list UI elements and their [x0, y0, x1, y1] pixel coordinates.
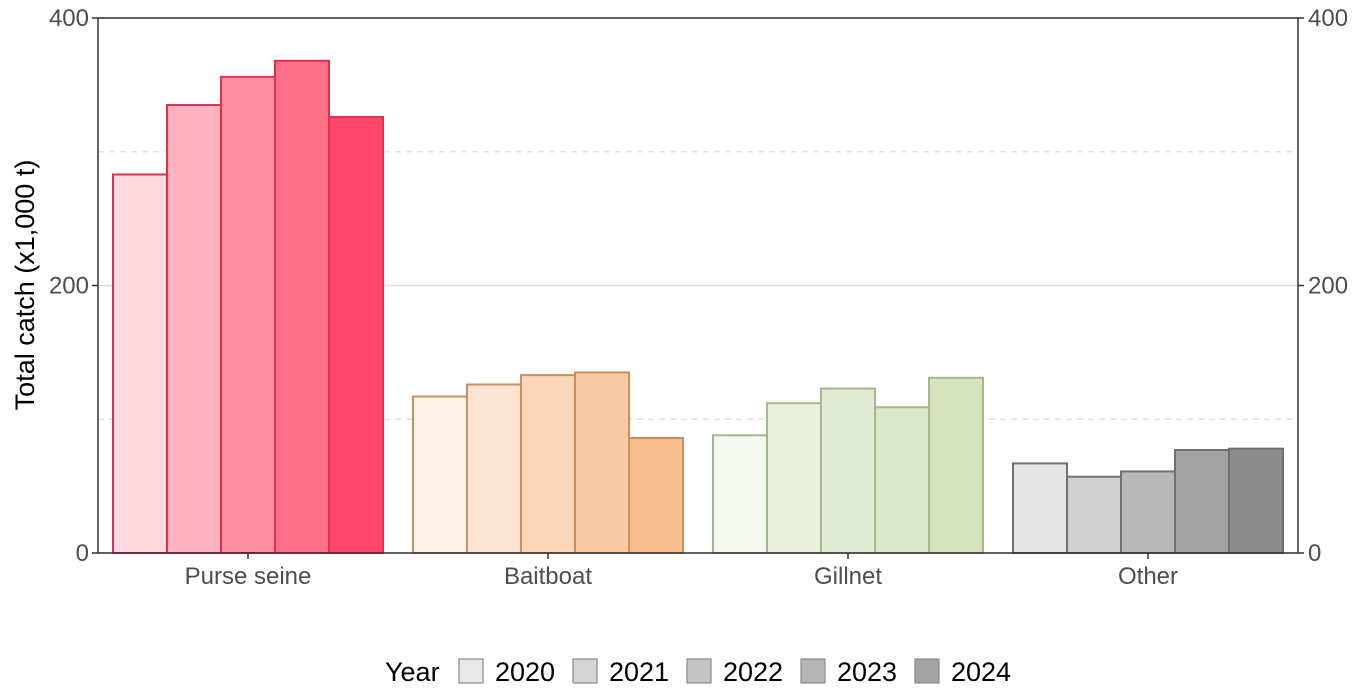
bar [220, 75, 276, 554]
y-tick-label-right: 0 [1308, 540, 1321, 567]
x-tick-label: Other [1118, 563, 1178, 590]
bar [166, 103, 222, 554]
y-tick-label-left: 0 [76, 540, 89, 567]
bar [328, 115, 384, 554]
legend-label: 2024 [951, 657, 1011, 687]
bar [1174, 449, 1230, 555]
bar [1228, 447, 1284, 554]
bar [874, 406, 930, 554]
bar [466, 383, 522, 554]
y-tick-label-left: 400 [49, 5, 89, 32]
legend-swatch [686, 658, 712, 684]
y-tick-label-left: 200 [49, 273, 89, 300]
bar [712, 434, 768, 554]
bar [574, 371, 630, 554]
legend-swatch [458, 658, 484, 684]
bar [412, 395, 468, 555]
legend-label: 2022 [723, 657, 783, 687]
x-tick-label: Purse seine [185, 563, 312, 590]
legend-label: 2023 [837, 657, 897, 687]
bar [112, 173, 168, 555]
y-tick-label-right: 400 [1308, 5, 1348, 32]
bars [112, 59, 1284, 555]
bar [628, 436, 684, 555]
bar [820, 387, 876, 554]
y-axis-title: Total catch (x1,000 t) [10, 160, 40, 411]
legend-title: Year [385, 657, 440, 687]
bar [766, 402, 822, 555]
bar [928, 376, 984, 554]
bar [1012, 462, 1068, 555]
legend: Year 2020 2021 2022 2023 2024 [385, 657, 1011, 687]
bar [520, 374, 576, 554]
legend-swatch [914, 658, 940, 684]
x-tick-label: Baitboat [504, 563, 592, 590]
axes: Purse seine Baitboat Gillnet Other 0 0 200 200 4… [49, 5, 1348, 590]
legend-label: 2020 [495, 657, 555, 687]
bar [274, 59, 330, 555]
legend-swatch [800, 658, 826, 684]
legend-label: 2021 [609, 657, 669, 687]
legend-swatch [572, 658, 598, 684]
x-tick-label: Gillnet [814, 563, 882, 590]
y-tick-label-right: 200 [1308, 273, 1348, 300]
bar [1066, 475, 1122, 555]
bar [1120, 470, 1176, 555]
